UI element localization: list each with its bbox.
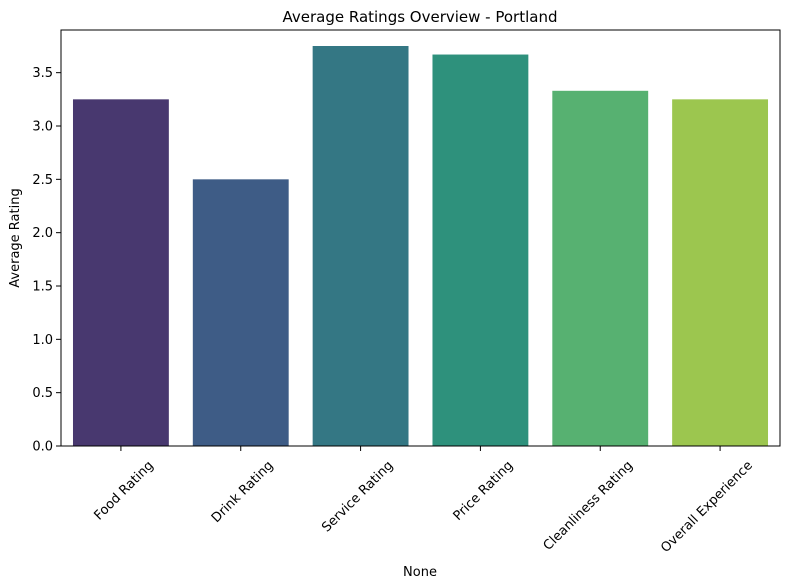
y-axis-label: Average Rating xyxy=(8,188,23,287)
x-tick-label: Overall Experience xyxy=(658,458,756,556)
bar-overall-experience xyxy=(672,99,769,446)
bar-price-rating xyxy=(432,54,529,447)
y-tick-label: 2.0 xyxy=(32,226,53,241)
bar-drink-rating xyxy=(192,179,289,447)
bar-food-rating xyxy=(72,99,169,446)
x-tick-label: Cleanliness Rating xyxy=(541,458,636,553)
y-tick-label: 2.5 xyxy=(32,173,53,188)
y-tick-label: 3.0 xyxy=(32,120,53,135)
plot-frame xyxy=(60,29,781,447)
y-tick-label: 0.0 xyxy=(32,440,53,455)
x-tick-label: Drink Rating xyxy=(209,458,277,526)
y-tick-label: 1.0 xyxy=(32,333,53,348)
x-axis-label: None xyxy=(403,565,437,580)
y-tick-label: 3.5 xyxy=(32,66,53,81)
x-tick-label: Service Rating xyxy=(319,458,396,535)
bar-service-rating xyxy=(312,46,409,446)
chart-title: Average Ratings Overview - Portland xyxy=(282,8,557,26)
y-tick-label: 0.5 xyxy=(32,386,53,401)
x-tick-label: Price Rating xyxy=(451,458,517,524)
y-tick-label: 1.5 xyxy=(32,280,53,295)
x-tick-label: Food Rating xyxy=(92,458,157,523)
bar-cleanliness-rating xyxy=(552,90,649,447)
